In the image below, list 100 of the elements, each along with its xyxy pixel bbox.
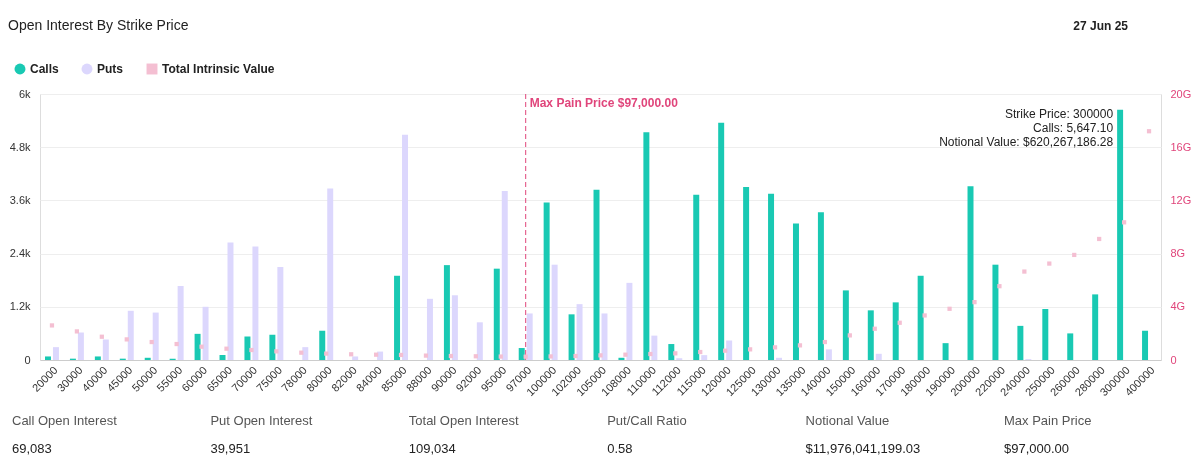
- bar: [94, 356, 101, 360]
- bar: [1067, 333, 1074, 360]
- y-tick-label: 1.2k: [9, 300, 31, 313]
- ref-line-label: Max Pain Price $97,000.00: [529, 96, 679, 110]
- bar: [543, 202, 550, 360]
- bar: [792, 223, 799, 360]
- text: 39,951: [210, 441, 251, 456]
- y2-tick-label: 20G: [1170, 87, 1192, 100]
- text: 69,083: [12, 441, 52, 456]
- bar: [1042, 309, 1049, 360]
- bar: [825, 349, 832, 360]
- bar: [701, 355, 708, 360]
- point: [423, 353, 429, 358]
- bar: [743, 187, 750, 360]
- bar: [1117, 109, 1124, 360]
- bar: [892, 302, 899, 360]
- point: [847, 333, 852, 338]
- bar: [152, 312, 159, 360]
- bar: [144, 357, 151, 360]
- bar: [568, 314, 575, 360]
- point: [1022, 269, 1027, 274]
- bar: [668, 344, 675, 360]
- text: 27 Jun 25: [1073, 19, 1129, 33]
- point: [324, 351, 329, 356]
- bar: [443, 265, 450, 360]
- bar: [518, 348, 525, 360]
- annotation: Calls: 5,647.10: [1033, 120, 1114, 135]
- bar: [501, 191, 508, 360]
- bar: [875, 353, 882, 360]
- bar: [451, 295, 458, 360]
- legend-label: Puts: [97, 62, 124, 76]
- bar: [227, 242, 234, 360]
- bar: [942, 343, 949, 360]
- point: [548, 354, 553, 359]
- text: Total Open Interest: [408, 413, 520, 428]
- point: [199, 344, 204, 349]
- y-tick-label: 2.4k: [9, 247, 31, 260]
- text: $97,000.00: [1004, 441, 1070, 456]
- y-tick-label: 0: [24, 353, 31, 366]
- bar: [77, 332, 84, 360]
- point: [598, 353, 603, 358]
- text: Put/Call Ratio: [607, 413, 687, 428]
- bar: [1092, 294, 1099, 360]
- text: Call Open Interest: [12, 413, 118, 428]
- bar: [102, 339, 109, 360]
- bar: [402, 134, 409, 360]
- text: Notional Value: [805, 413, 890, 428]
- legend-label: Total Intrinsic Value: [162, 62, 275, 76]
- point: [49, 323, 55, 328]
- y2-tick-label: 16G: [1170, 140, 1192, 153]
- y2-tick-label: 12G: [1170, 193, 1192, 206]
- y-tick-label: 6k: [18, 87, 31, 100]
- bar: [593, 189, 600, 360]
- bar: [643, 132, 650, 360]
- bar: [1142, 330, 1149, 360]
- bar: [718, 122, 725, 360]
- bar: [269, 334, 276, 360]
- text: Max Pain Price: [1004, 413, 1092, 428]
- bar: [177, 285, 184, 360]
- text: $11,976,041,199.03: [805, 441, 921, 456]
- bar: [319, 330, 326, 360]
- bar: [194, 333, 201, 360]
- point: [1047, 261, 1052, 266]
- chart-title: Open Interest By Strike Price: [8, 17, 189, 33]
- bar: [352, 356, 359, 360]
- bar: [817, 212, 824, 360]
- bar: [967, 186, 974, 360]
- y2-tick-label: 4G: [1170, 300, 1186, 313]
- bar: [493, 268, 500, 360]
- bar: [992, 264, 999, 360]
- bar: [202, 306, 209, 360]
- point: [224, 346, 229, 351]
- bar: [726, 340, 733, 360]
- bar: [842, 290, 849, 360]
- bar: [601, 313, 608, 360]
- bar: [618, 357, 625, 360]
- bar: [917, 275, 924, 360]
- bar: [476, 322, 483, 360]
- bar: [219, 355, 226, 360]
- point: [573, 353, 578, 359]
- point: [947, 306, 952, 311]
- annotation: Strike Price: 300000: [1005, 106, 1114, 121]
- bar: [576, 304, 583, 360]
- y2-tick-label: 0: [1170, 353, 1177, 366]
- point: [623, 352, 628, 357]
- bar: [526, 313, 533, 360]
- point: [498, 354, 503, 359]
- point: [922, 313, 927, 318]
- bar: [277, 266, 284, 360]
- bar: [252, 246, 259, 360]
- bar: [244, 336, 251, 360]
- point: [124, 337, 129, 342]
- point: [972, 300, 977, 305]
- bar: [693, 194, 700, 360]
- legend-label: Calls: [30, 62, 60, 76]
- point: [997, 284, 1002, 289]
- text: Put Open Interest: [210, 413, 313, 428]
- bar: [651, 335, 658, 360]
- point: [249, 347, 254, 353]
- bar: [776, 357, 783, 360]
